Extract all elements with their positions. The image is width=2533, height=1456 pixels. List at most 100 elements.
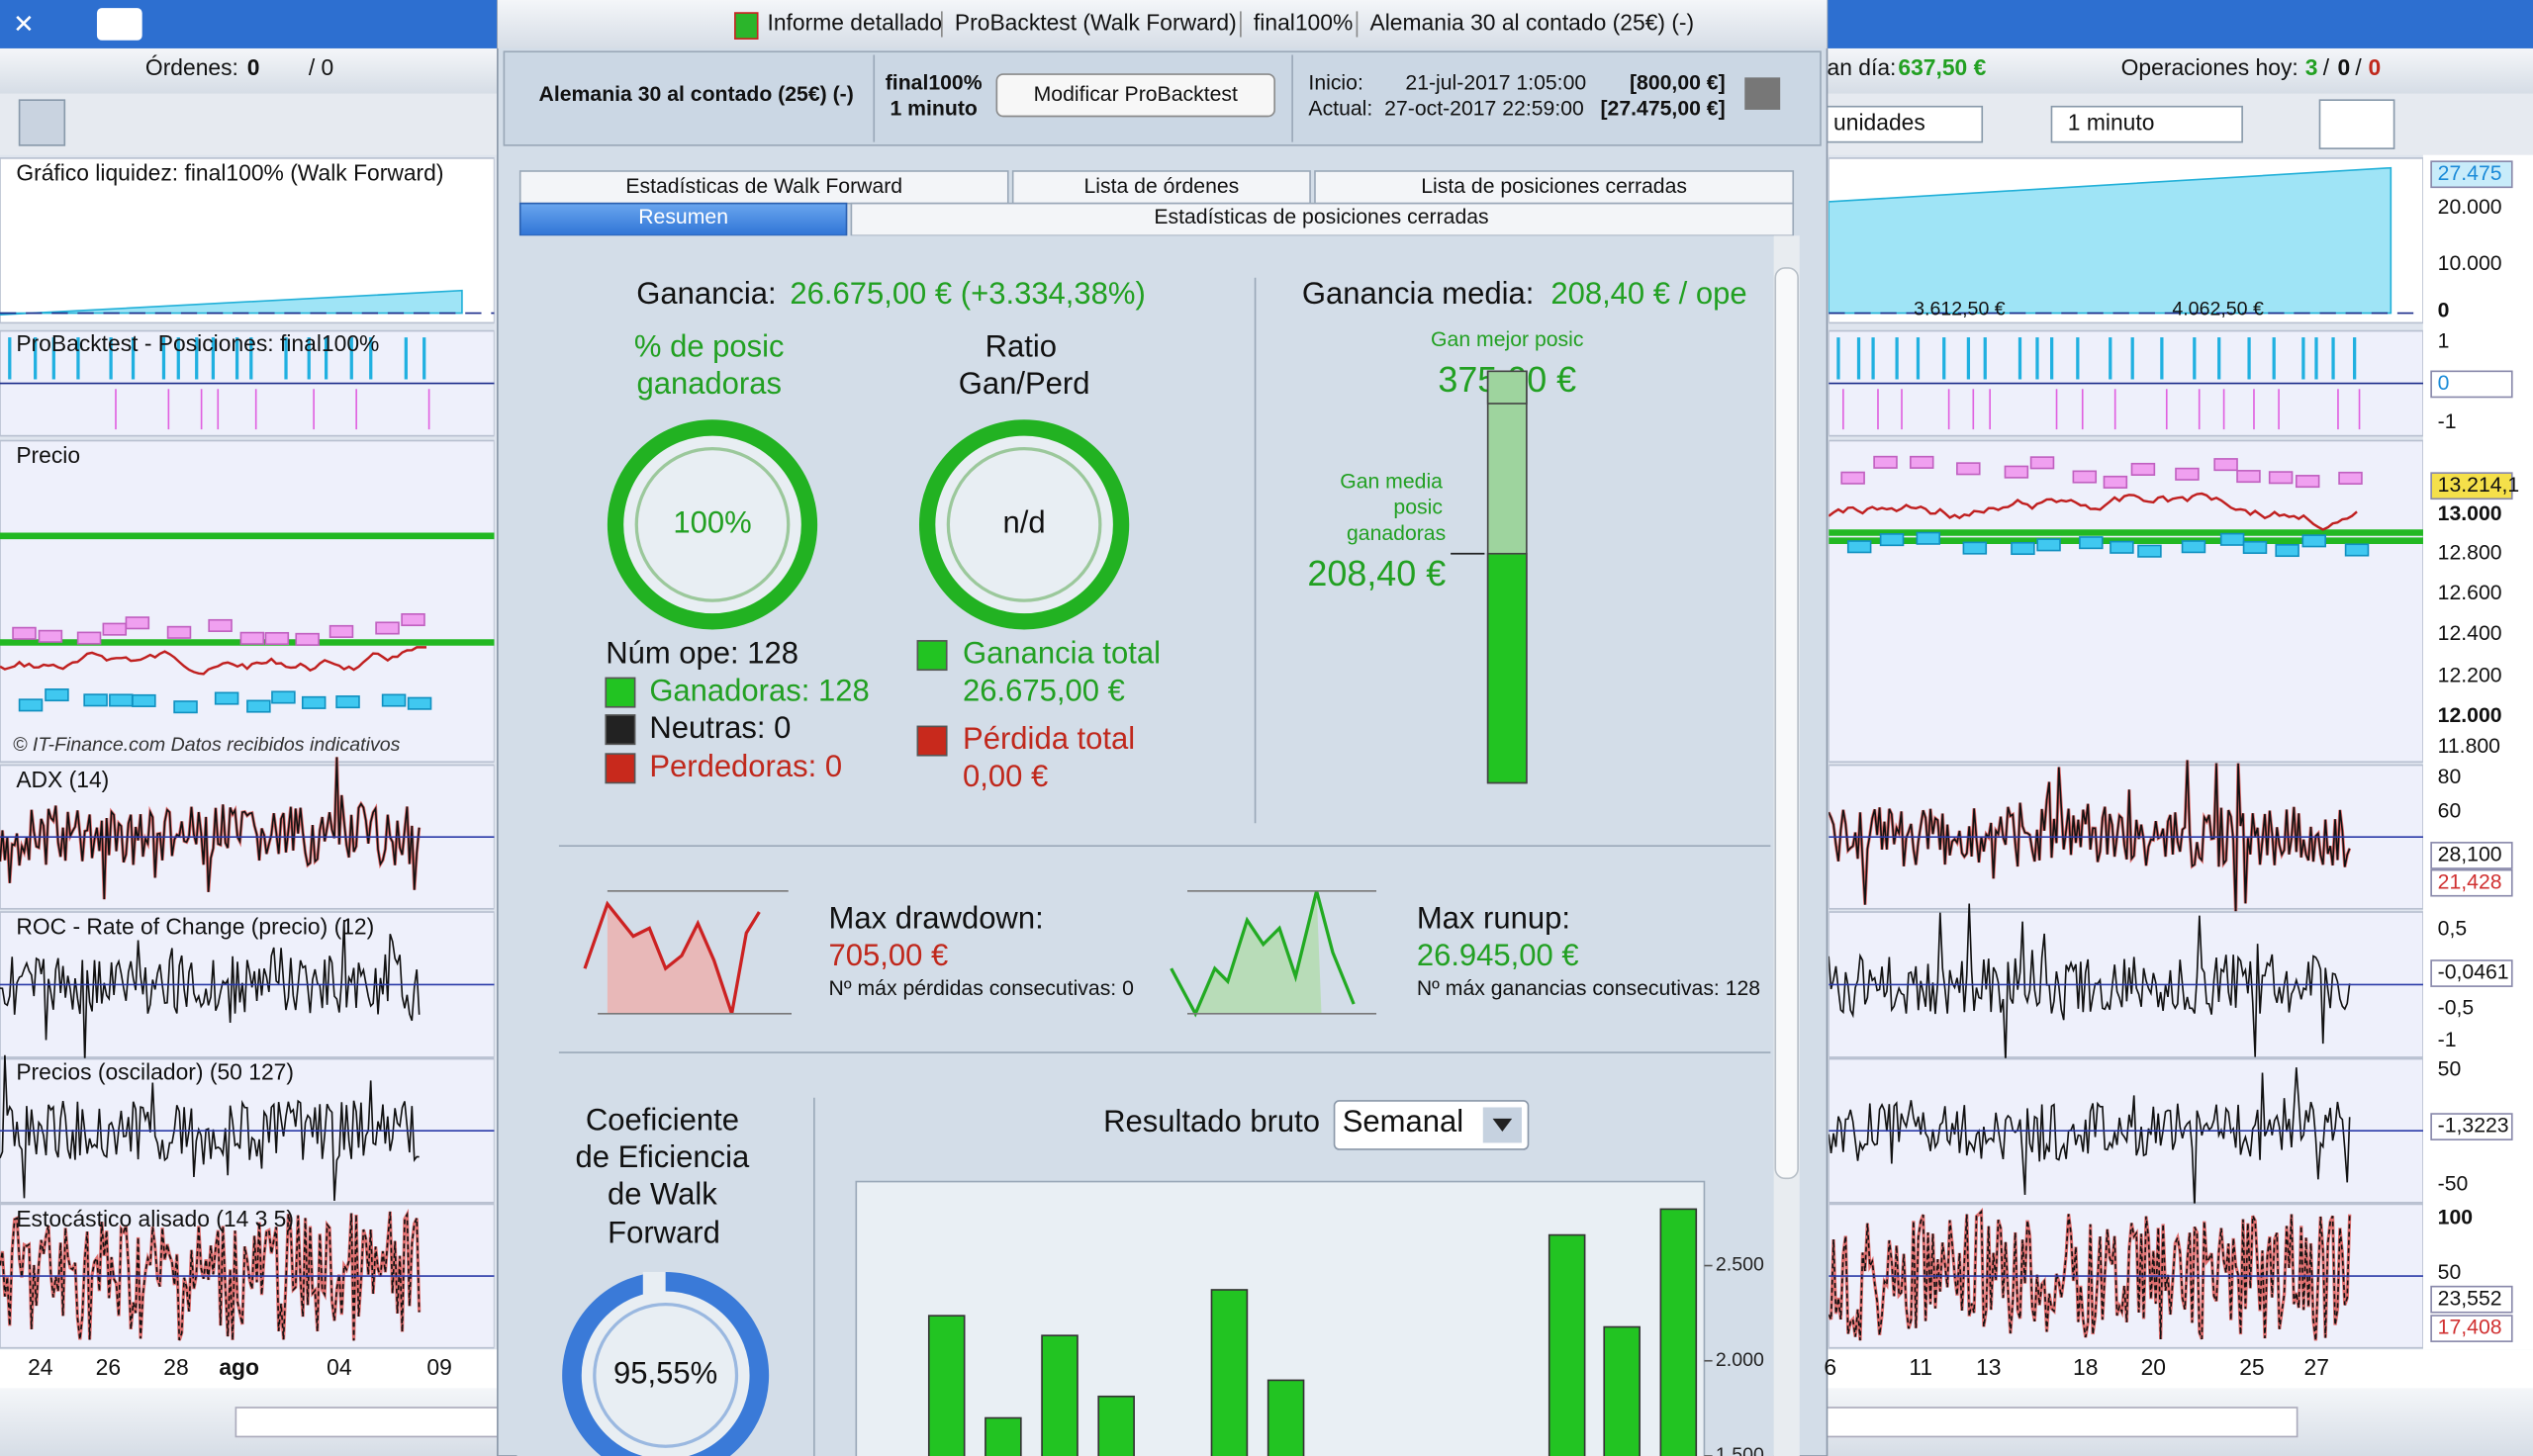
keyboard-icon[interactable]	[96, 8, 142, 41]
sell-marker	[1956, 462, 1981, 476]
buy-marker	[2110, 540, 2134, 554]
y-axis-label: -50	[2438, 1172, 2469, 1195]
header-current-label: Actual:	[1308, 98, 1372, 121]
y-axis-label: -1	[2438, 410, 2457, 433]
print-icon[interactable]	[1744, 77, 1781, 110]
buy-marker	[45, 688, 69, 702]
header-button: Modificar ProBacktest	[1034, 83, 1238, 106]
panels-1: ProBacktest - Posiciones: final100%	[16, 330, 379, 356]
axis-value-box	[2430, 1113, 2513, 1140]
sell-marker	[76, 631, 102, 645]
buy-marker	[381, 693, 407, 707]
equity-labels-0: 3.612,50 €	[1914, 299, 2006, 320]
buy-marker	[214, 691, 239, 705]
tabs-0: Estadísticas de Walk Forward	[625, 175, 902, 198]
win-pct-label-0: % de posic	[634, 329, 785, 364]
summary-best-label: Gan mejor posic	[1431, 328, 1584, 351]
y-axis-label: 21,428	[2438, 870, 2502, 893]
right-ops-won: 3	[2305, 54, 2318, 80]
buy-marker	[301, 695, 327, 709]
tab[interactable]	[1314, 170, 1795, 205]
header-start-label: Inicio:	[1308, 71, 1362, 94]
timeframe-select[interactable]	[2050, 105, 2243, 143]
summary-runup: 26.945,00 €	[1417, 938, 1579, 972]
ratio-label-0: Ratio	[985, 329, 1057, 364]
tab[interactable]	[850, 202, 1795, 237]
buy-marker	[18, 698, 44, 712]
x-labels-3: ago	[219, 1354, 259, 1380]
tab[interactable]	[1011, 170, 1311, 205]
buy-marker	[1879, 533, 1905, 547]
indicator-line	[0, 1054, 420, 1202]
y-axis-label: 10.000	[2438, 252, 2502, 275]
left-footer: © IT-Finance.com Datos recibidos indicat…	[13, 734, 401, 756]
buy-marker	[2011, 541, 2035, 556]
header-current-capital: [27.475,00 €]	[1601, 98, 1726, 121]
y-axis-label: 12.800	[2438, 541, 2502, 564]
y-tick-label: 2.000	[1716, 1349, 1764, 1371]
panels-0: Gráfico liquidez: final100% (Walk Forwar…	[16, 159, 443, 185]
x-labels-5: 25	[2239, 1354, 2264, 1380]
buy-marker	[132, 693, 156, 707]
panels-3: ADX (14)	[16, 767, 109, 792]
y-axis-label: 11.800	[2438, 735, 2500, 758]
buy-marker	[2036, 538, 2061, 552]
title-report: Informe detallado	[768, 10, 943, 36]
sell-marker	[1873, 455, 1898, 469]
tab-active[interactable]	[518, 202, 848, 237]
sell-marker	[38, 629, 63, 643]
summary-max-losses: Nº máx pérdidas consecutivas: 0	[829, 977, 1134, 1000]
header-current-date: 27-oct-2017 22:59:00	[1384, 98, 1584, 121]
y-tick-label: 2.500	[1716, 1254, 1764, 1276]
close-icon[interactable]: ✕	[13, 9, 35, 39]
y-axis-label: 60	[2438, 799, 2462, 822]
summary-total-gain-label: Ganancia total	[963, 636, 1161, 671]
x-labels-0: 6	[1824, 1354, 1836, 1380]
header-start-date: 21-jul-2017 1:05:00	[1405, 71, 1586, 94]
header-instrument: Alemania 30 al contado (25€) (-)	[539, 83, 854, 106]
x-labels-1: 11	[1909, 1354, 1932, 1380]
summary-gain-value: 26.675,00 € (+3.334,38%)	[790, 276, 1145, 311]
summary-avg-gain: 208,40 € / ope	[1550, 276, 1746, 311]
sell-marker	[2004, 465, 2029, 479]
legend-swatch	[605, 753, 636, 784]
buy-marker	[1916, 531, 1941, 545]
legend-swatch	[916, 725, 948, 757]
summary-avg-win: 208,40 €	[1307, 553, 1446, 593]
y-axis-label: -1	[2438, 1029, 2457, 1051]
modify-button[interactable]	[995, 73, 1275, 118]
summary-max-wins: Nº máx ganancias consecutivas: 128	[1417, 977, 1760, 1000]
right-day-value: 637,50 €	[1898, 54, 1986, 80]
tab[interactable]	[518, 170, 1009, 205]
right-units: unidades	[1833, 110, 1925, 136]
y-axis-label: 0,5	[2438, 918, 2467, 941]
tabs-1: Lista de órdenes	[1083, 175, 1239, 198]
summary-win-pct: 100%	[673, 505, 751, 540]
pointer-tool[interactable]	[18, 99, 66, 146]
y-axis-label: 12.000	[2438, 704, 2502, 727]
x-labels-0: 24	[28, 1354, 53, 1380]
chart-type-button[interactable]	[2318, 99, 2395, 149]
y-axis-label: 23,552	[2438, 1287, 2502, 1310]
period-select[interactable]	[1333, 1100, 1530, 1150]
summary-wf-value: 95,55%	[613, 1356, 717, 1391]
summary-result-label: Resultado bruto	[1103, 1104, 1320, 1138]
buy-marker	[173, 700, 198, 714]
sell-marker	[1910, 455, 1934, 469]
best-gain-bar-overlay	[1486, 370, 1528, 405]
summary-ratio: n/d	[1003, 505, 1046, 540]
runup-icon	[1170, 890, 1377, 1018]
price-line	[0, 646, 427, 676]
panels-4: ROC - Rate of Change (precio) (12)	[16, 913, 374, 939]
left-orders-total: / 0	[309, 54, 333, 80]
sell-marker	[166, 625, 192, 639]
wf-label-0: Coeficiente	[586, 1102, 739, 1137]
summary-neutral: Neutras: 0	[649, 710, 791, 745]
axis-value-box	[2430, 959, 2513, 987]
bar	[985, 1416, 1022, 1456]
dialog-title-bar	[497, 0, 1828, 48]
y-axis-label: 0	[2438, 372, 2450, 395]
sell-marker	[401, 612, 425, 627]
y-axis-label: -1,3223	[2438, 1115, 2509, 1138]
summary-total-gain: 26.675,00 €	[963, 673, 1125, 707]
